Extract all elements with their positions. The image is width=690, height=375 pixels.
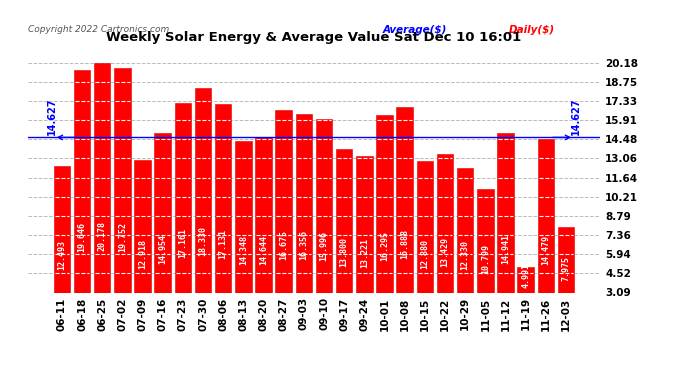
Text: Daily($): Daily($) bbox=[509, 25, 555, 35]
Text: 14.627: 14.627 bbox=[571, 98, 581, 135]
Bar bbox=[558, 227, 574, 292]
Bar bbox=[275, 110, 292, 292]
Text: 16.675: 16.675 bbox=[279, 230, 288, 260]
Bar bbox=[356, 156, 373, 292]
Text: 18.330: 18.330 bbox=[199, 226, 208, 256]
Text: 14.954: 14.954 bbox=[158, 234, 167, 264]
Bar bbox=[255, 137, 272, 292]
Bar bbox=[397, 107, 413, 292]
Bar bbox=[316, 119, 333, 292]
Title: Weekly Solar Energy & Average Value Sat Dec 10 16:01: Weekly Solar Energy & Average Value Sat … bbox=[106, 31, 522, 44]
Text: 10.799: 10.799 bbox=[481, 244, 490, 274]
Bar bbox=[457, 168, 473, 292]
Text: 16.356: 16.356 bbox=[299, 230, 308, 260]
Bar bbox=[497, 133, 514, 292]
Text: 20.178: 20.178 bbox=[98, 221, 107, 251]
Text: 7.975: 7.975 bbox=[562, 256, 571, 280]
Bar bbox=[336, 148, 353, 292]
Text: 13.800: 13.800 bbox=[339, 237, 348, 267]
Text: 14.479: 14.479 bbox=[542, 235, 551, 265]
Bar bbox=[518, 267, 534, 292]
Bar bbox=[235, 141, 252, 292]
Text: 16.295: 16.295 bbox=[380, 231, 389, 261]
Text: 4.991: 4.991 bbox=[521, 263, 530, 288]
Bar bbox=[215, 104, 231, 292]
Text: 17.131: 17.131 bbox=[219, 228, 228, 258]
Bar bbox=[538, 140, 554, 292]
Bar bbox=[417, 161, 433, 292]
Text: 19.646: 19.646 bbox=[77, 222, 86, 252]
Text: 15.996: 15.996 bbox=[319, 231, 328, 261]
Bar bbox=[135, 160, 151, 292]
Text: 14.941: 14.941 bbox=[501, 234, 510, 264]
Bar bbox=[376, 115, 393, 292]
Text: 12.918: 12.918 bbox=[138, 239, 147, 269]
Bar bbox=[437, 153, 453, 292]
Text: 14.348: 14.348 bbox=[239, 235, 248, 265]
Text: Average($): Average($) bbox=[383, 25, 447, 35]
Text: 12.330: 12.330 bbox=[461, 240, 470, 270]
Bar bbox=[155, 133, 171, 292]
Text: 14.644: 14.644 bbox=[259, 234, 268, 264]
Text: 12.493: 12.493 bbox=[57, 240, 66, 270]
Bar bbox=[175, 104, 191, 292]
Text: 19.752: 19.752 bbox=[118, 222, 127, 252]
Text: 12.880: 12.880 bbox=[420, 239, 429, 269]
Bar bbox=[477, 189, 493, 292]
Text: Copyright 2022 Cartronics.com: Copyright 2022 Cartronics.com bbox=[28, 25, 169, 34]
Bar bbox=[295, 114, 312, 292]
Bar bbox=[94, 63, 110, 292]
Text: 16.888: 16.888 bbox=[400, 229, 409, 259]
Bar bbox=[54, 166, 70, 292]
Text: 14.627: 14.627 bbox=[47, 98, 57, 135]
Bar bbox=[74, 70, 90, 292]
Text: 17.161: 17.161 bbox=[179, 228, 188, 258]
Bar bbox=[195, 88, 211, 292]
Text: 13.221: 13.221 bbox=[360, 238, 369, 268]
Bar bbox=[114, 69, 130, 292]
Text: 13.429: 13.429 bbox=[440, 237, 449, 267]
